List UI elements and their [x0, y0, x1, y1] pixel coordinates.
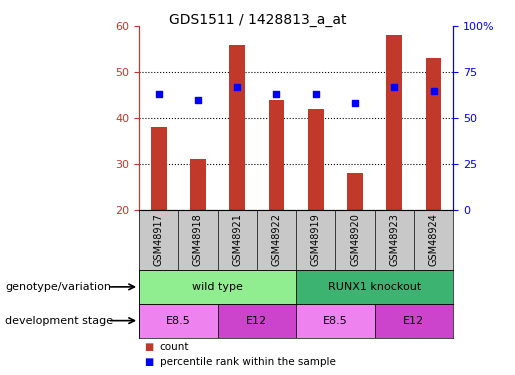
- Point: [194, 97, 202, 103]
- Text: E8.5: E8.5: [323, 316, 348, 326]
- Text: GSM48921: GSM48921: [232, 213, 242, 266]
- Text: E12: E12: [246, 316, 267, 326]
- Text: GSM48920: GSM48920: [350, 213, 360, 266]
- Text: development stage: development stage: [5, 316, 113, 326]
- Text: GSM48918: GSM48918: [193, 213, 203, 266]
- Bar: [217, 304, 296, 338]
- Point: [351, 100, 359, 106]
- Text: GDS1511 / 1428813_a_at: GDS1511 / 1428813_a_at: [169, 13, 346, 27]
- Text: GSM48923: GSM48923: [389, 213, 399, 266]
- Text: ■: ■: [144, 342, 153, 352]
- Text: E12: E12: [403, 316, 424, 326]
- Bar: [269, 100, 284, 210]
- Text: percentile rank within the sample: percentile rank within the sample: [160, 357, 336, 367]
- Text: GSM48922: GSM48922: [271, 213, 282, 266]
- Point: [233, 84, 242, 90]
- Text: GSM48924: GSM48924: [428, 213, 439, 266]
- Bar: [190, 159, 206, 210]
- Bar: [308, 109, 323, 210]
- Text: ■: ■: [144, 357, 153, 367]
- Point: [390, 84, 399, 90]
- Bar: [296, 270, 453, 304]
- Bar: [347, 173, 363, 210]
- Text: GSM48917: GSM48917: [153, 213, 164, 266]
- Text: count: count: [160, 342, 189, 352]
- Bar: [426, 58, 441, 210]
- Bar: [375, 304, 453, 338]
- Bar: [296, 304, 375, 338]
- Text: GSM48919: GSM48919: [311, 213, 321, 266]
- Text: E8.5: E8.5: [166, 316, 191, 326]
- Point: [312, 91, 320, 97]
- Text: genotype/variation: genotype/variation: [5, 282, 111, 292]
- Point: [430, 88, 438, 94]
- Bar: [139, 270, 296, 304]
- Bar: [229, 45, 245, 210]
- Bar: [386, 36, 402, 210]
- Text: wild type: wild type: [192, 282, 243, 292]
- Bar: [139, 304, 217, 338]
- Point: [272, 91, 281, 97]
- Bar: [151, 128, 166, 210]
- Point: [154, 91, 163, 97]
- Text: RUNX1 knockout: RUNX1 knockout: [328, 282, 421, 292]
